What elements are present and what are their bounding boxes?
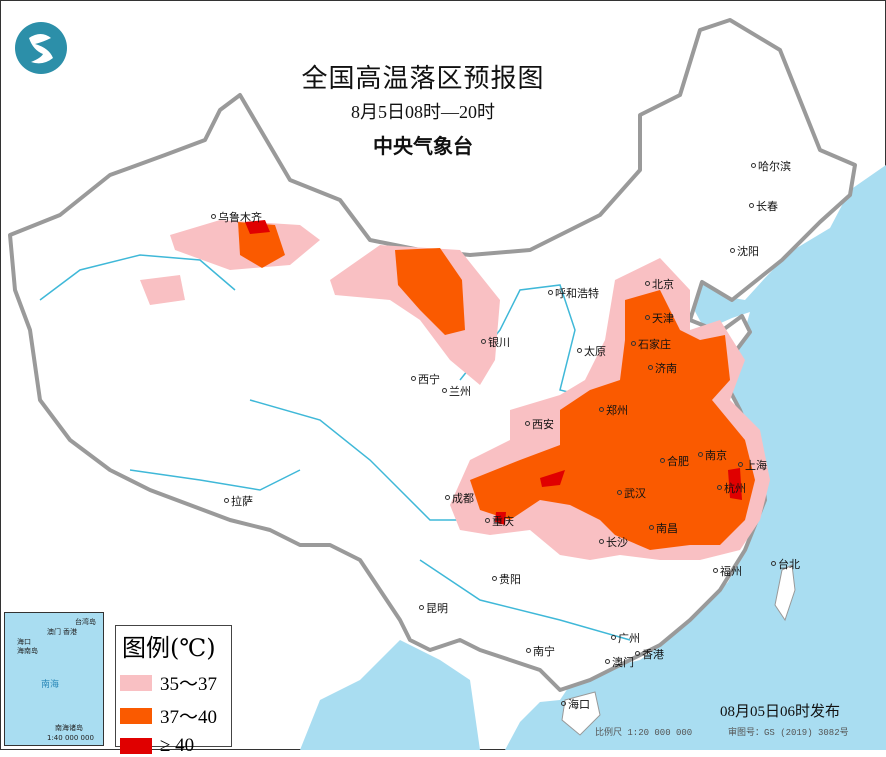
city-label: 太原: [577, 345, 606, 358]
city-label: 南京: [698, 449, 727, 462]
legend-item: 35～37: [120, 669, 231, 696]
agency-name: 中央气象台: [373, 134, 473, 158]
city-label: 澳门: [605, 656, 634, 669]
city-label: 成都: [445, 492, 474, 505]
city-label: 西安: [525, 418, 554, 431]
city-label: 沈阳: [730, 245, 759, 258]
city-label: 南宁: [526, 645, 555, 658]
city-label: 银川: [481, 336, 510, 349]
city-label: 海口: [561, 698, 590, 711]
city-label: 天津: [645, 312, 674, 325]
inset-label: 澳门: [47, 628, 61, 636]
city-label: 台北: [771, 558, 800, 571]
city-label: 拉萨: [224, 495, 253, 508]
map-title: 全国高温落区预报图: [301, 64, 545, 94]
map-scale: 比例尺 1:20 000 000: [595, 728, 693, 738]
city-label: 兰州: [442, 385, 471, 398]
inset-label: 海口: [17, 638, 31, 646]
city-label: 香港: [635, 648, 664, 661]
legend-label: 37～40: [160, 707, 218, 728]
hainan-island: [561, 691, 601, 736]
inset-label: 南海: [41, 680, 60, 690]
city-label: 西宁: [411, 373, 440, 386]
city-label: 长春: [749, 200, 778, 213]
forecast-period: 8月5日08时—20时: [351, 102, 495, 122]
city-label: 南昌: [649, 522, 678, 535]
review-number: 审图号：GS (2019) 3082号: [728, 728, 849, 738]
legend-swatch: [120, 707, 152, 724]
city-label: 济南: [648, 362, 677, 375]
cma-logo-icon: [15, 22, 67, 74]
taiwan-island: [774, 564, 796, 622]
city-label: 乌鲁木齐: [211, 211, 262, 224]
city-label: 哈尔滨: [751, 160, 791, 173]
city-label: 武汉: [617, 487, 646, 500]
inset-label: 南海诸岛: [55, 724, 83, 732]
city-label: 广州: [611, 632, 640, 645]
legend: 图例(℃) 35～37 37～40 ≥ 40: [115, 625, 232, 756]
heat-zone-37-40: [238, 222, 755, 550]
south-china-sea-inset: 澳门 香港 台湾岛 海口 海南岛 南海 南海诸岛 1:40 000 000: [4, 612, 104, 746]
city-label: 福州: [713, 565, 742, 578]
legend-title: 图例(℃): [122, 634, 216, 662]
issue-time: 08月05日06时发布: [720, 704, 841, 720]
city-label: 昆明: [419, 602, 448, 615]
legend-swatch: [120, 738, 152, 754]
city-label: 长沙: [599, 536, 628, 549]
city-label: 北京: [645, 278, 674, 291]
city-label: 贵阳: [492, 573, 521, 586]
inset-label: 海南岛: [17, 647, 38, 655]
city-label: 杭州: [717, 482, 746, 495]
legend-label: 35～37: [160, 674, 218, 695]
city-label: 石家庄: [631, 338, 671, 351]
city-label: 上海: [738, 459, 767, 472]
city-label: 合肥: [660, 455, 689, 468]
legend-item: ≥ 40: [120, 735, 231, 757]
city-label: 重庆: [485, 515, 514, 528]
inset-scale: 1:40 000 000: [47, 734, 94, 742]
city-label: 呼和浩特: [548, 287, 599, 300]
heat-zone-above-40: [245, 220, 742, 525]
inset-label: 香港: [63, 628, 77, 636]
legend-item: 37～40: [120, 702, 231, 729]
legend-swatch: [120, 674, 152, 691]
sea-west: [300, 640, 480, 750]
inset-label: 台湾岛: [75, 618, 96, 626]
legend-label: ≥ 40: [160, 735, 195, 756]
city-label: 郑州: [599, 404, 628, 417]
